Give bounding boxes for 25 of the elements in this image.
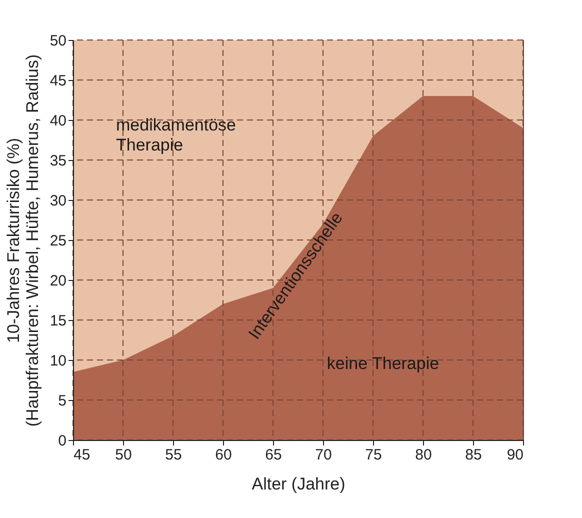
y-tick-label: 45 (50, 72, 66, 90)
x-tick-label: 45 (74, 446, 90, 464)
annotation: keine Therapie (326, 354, 440, 373)
x-tick-label: 75 (365, 446, 382, 464)
x-tick-label: 65 (265, 446, 282, 464)
y-tick-label: 20 (50, 272, 66, 290)
y-tick-label: 30 (50, 192, 66, 210)
x-tick-label: 55 (165, 446, 182, 464)
y-tick-label: 5 (58, 392, 66, 410)
y-tick-label: 25 (50, 232, 66, 250)
x-tick-label: 90 (506, 446, 524, 464)
y-tick-label: 0 (58, 432, 66, 450)
x-tick-label: 80 (415, 446, 432, 464)
y-tick-label: 15 (50, 312, 66, 330)
x-tick-label: 50 (115, 446, 132, 464)
x-tick-label: 70 (315, 446, 332, 464)
y-tick-label: 35 (50, 152, 66, 170)
annotation: medikamentöse Therapie (116, 116, 236, 155)
y-tick-label: 10 (50, 352, 66, 370)
y-tick-label: 40 (50, 112, 66, 130)
y-axis-title: 10-Jahres Frakturrisiko (%) (Hauptfrakturen: Wirbel, Hüfte, Humerus, Radius) (4, 54, 42, 427)
y-tick-label: 50 (50, 32, 66, 50)
x-tick-label: 85 (465, 446, 482, 464)
x-axis-title: Alter (Jahre) (252, 474, 346, 494)
x-tick-label: 60 (215, 446, 232, 464)
